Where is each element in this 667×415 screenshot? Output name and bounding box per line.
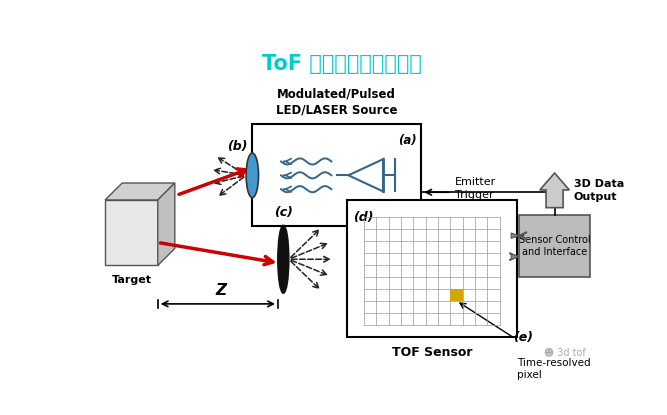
Text: Time-resolved
pixel: Time-resolved pixel bbox=[518, 358, 591, 380]
Text: (d): (d) bbox=[353, 211, 374, 224]
Polygon shape bbox=[158, 183, 175, 266]
Polygon shape bbox=[540, 173, 570, 208]
Bar bbox=[252, 124, 422, 226]
Text: 3D Data
Output: 3D Data Output bbox=[574, 179, 624, 202]
Text: (b): (b) bbox=[227, 139, 247, 153]
Polygon shape bbox=[105, 200, 158, 266]
Polygon shape bbox=[105, 183, 175, 200]
Ellipse shape bbox=[278, 225, 289, 293]
Text: (e): (e) bbox=[514, 330, 534, 344]
Bar bbox=[450, 289, 462, 301]
Bar bbox=[347, 200, 518, 337]
Bar bbox=[519, 215, 590, 277]
Text: Modulated/Pulsed
LED/LASER Source: Modulated/Pulsed LED/LASER Source bbox=[276, 88, 398, 117]
Text: Target: Target bbox=[111, 275, 151, 285]
Text: Sensor Control
and Interface: Sensor Control and Interface bbox=[519, 235, 590, 257]
Text: Emitter
Trigger: Emitter Trigger bbox=[456, 177, 497, 200]
Text: (a): (a) bbox=[398, 134, 417, 147]
Text: ToF 模组工作原理示意图: ToF 模组工作原理示意图 bbox=[261, 54, 422, 73]
Text: TOF Sensor: TOF Sensor bbox=[392, 346, 472, 359]
Text: ☻ 3d tof: ☻ 3d tof bbox=[544, 348, 586, 358]
Polygon shape bbox=[348, 159, 383, 191]
Polygon shape bbox=[511, 254, 519, 259]
Text: Z: Z bbox=[215, 283, 226, 298]
Text: (c): (c) bbox=[274, 206, 293, 219]
Polygon shape bbox=[511, 233, 519, 238]
Ellipse shape bbox=[246, 153, 259, 198]
